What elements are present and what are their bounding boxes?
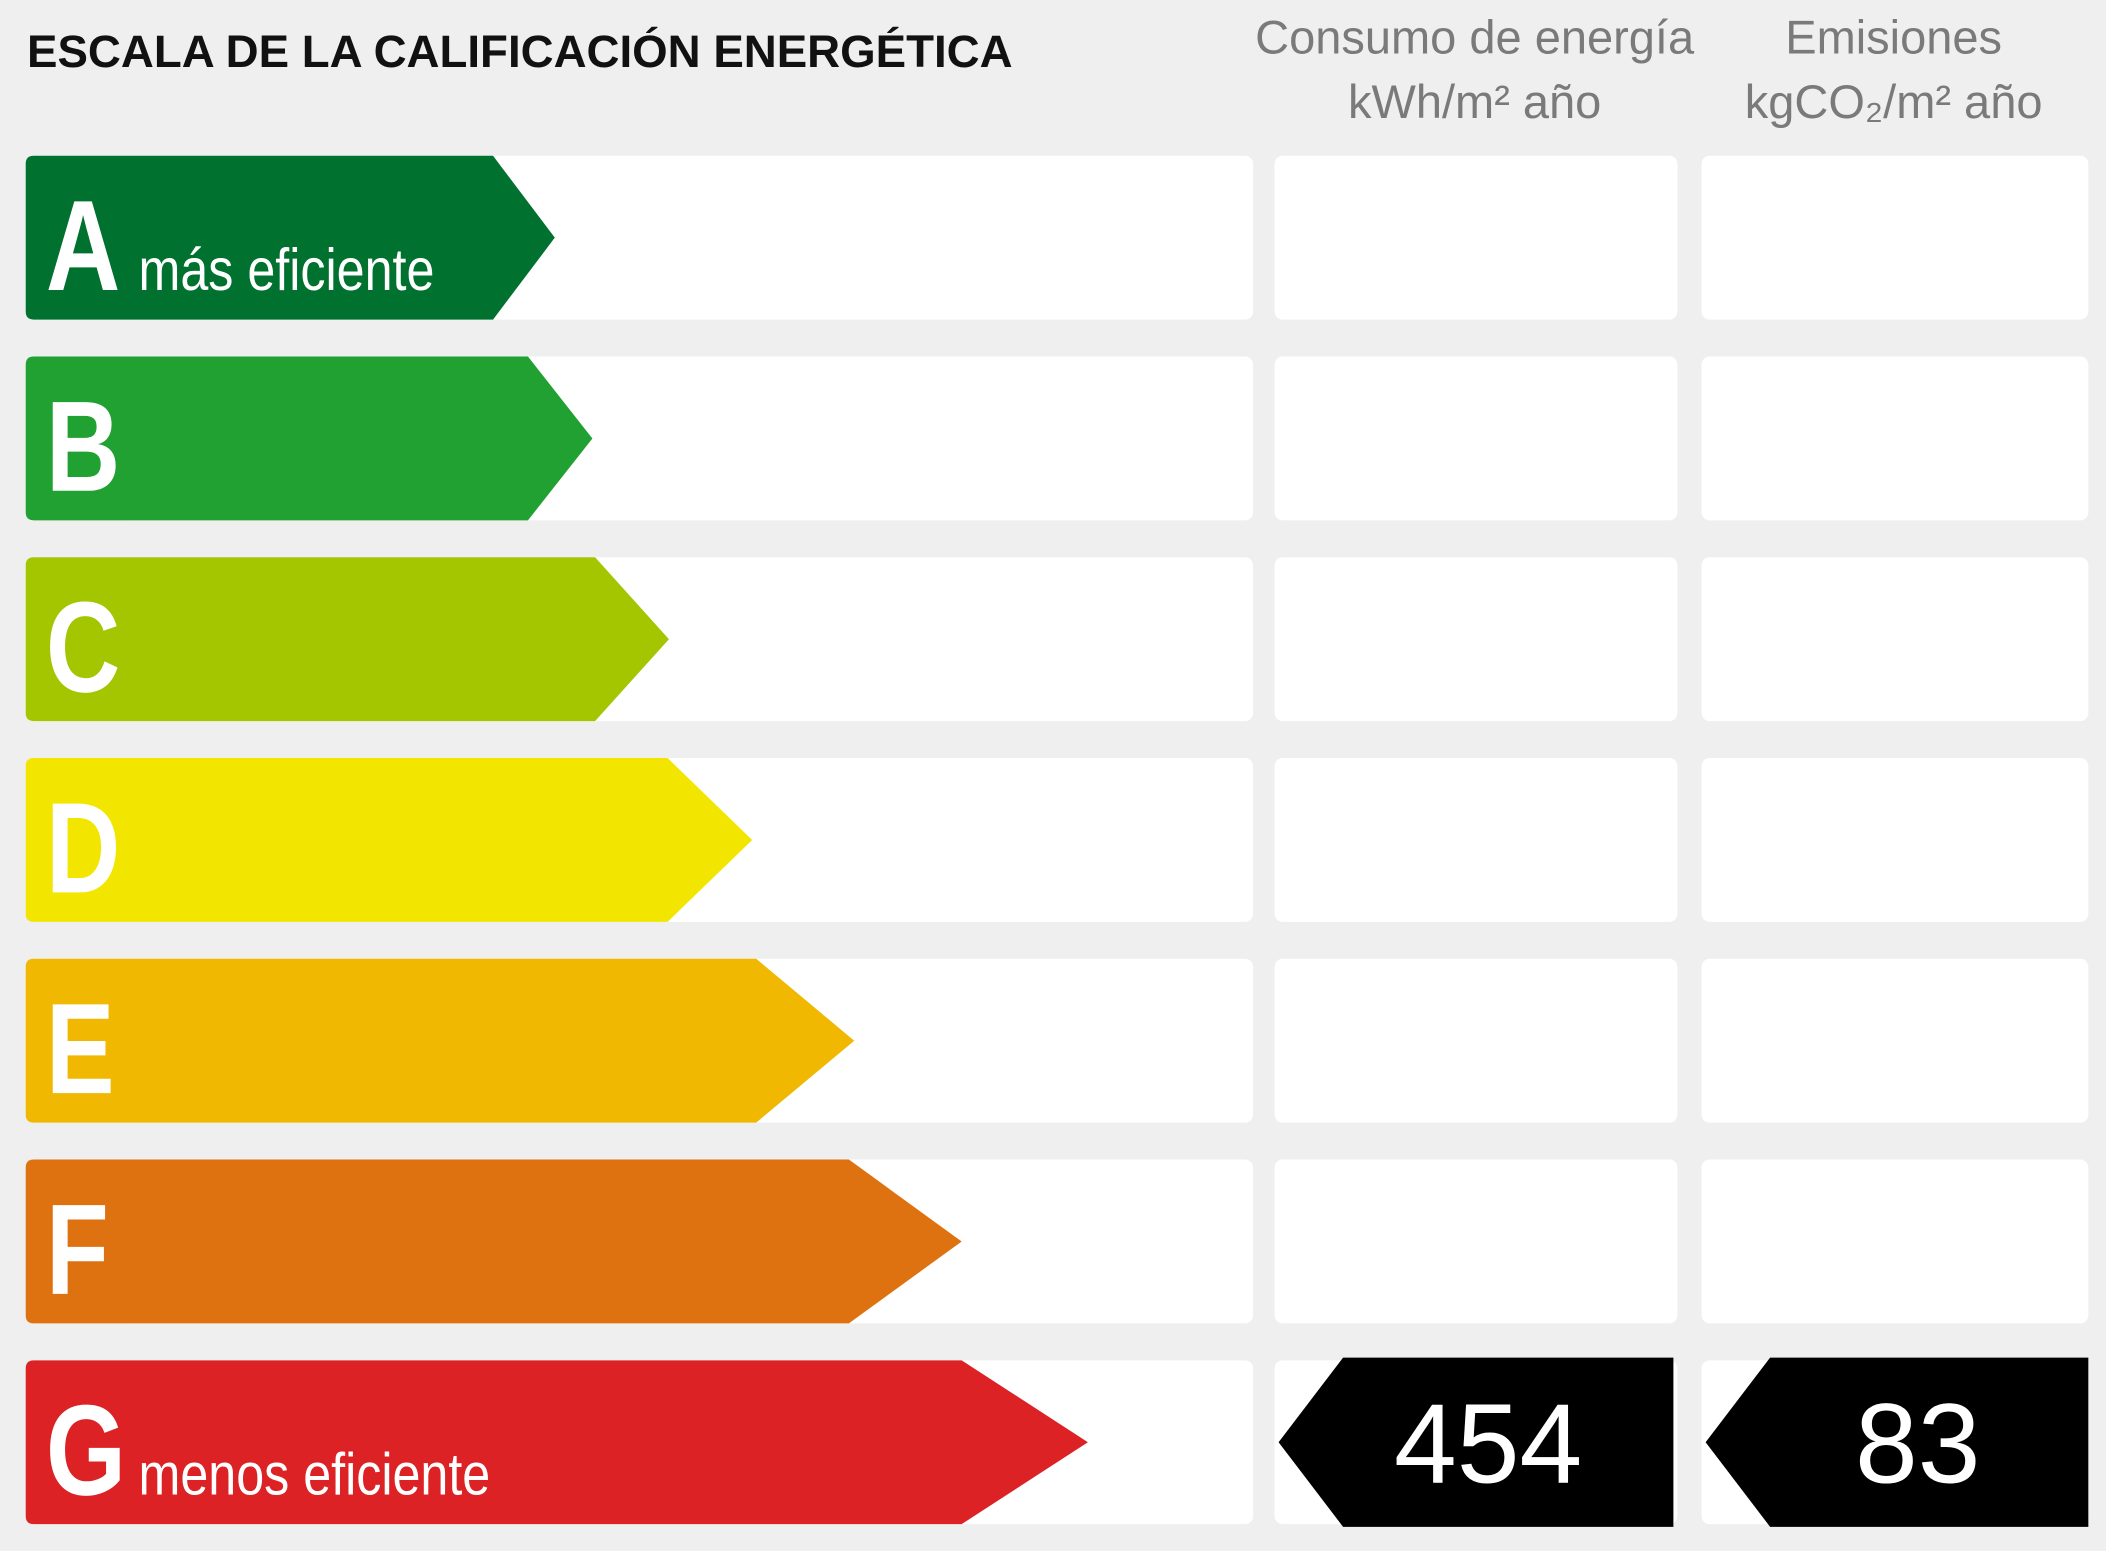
rating-arrow bbox=[25, 758, 753, 922]
value-label: 83 bbox=[1855, 1381, 1980, 1507]
column-title: Emisiones bbox=[1785, 11, 2002, 64]
title: ESCALA DE LA CALIFICACIÓN ENERGÉTICA bbox=[27, 25, 1013, 77]
rating-arrow bbox=[25, 1360, 1088, 1525]
cell bbox=[1701, 356, 2089, 521]
cell bbox=[1274, 1159, 1678, 1324]
rating-label: menos eficiente bbox=[139, 1441, 491, 1508]
rating-label: más eficiente bbox=[139, 236, 435, 303]
cell bbox=[1274, 155, 1678, 320]
rating-letter: C bbox=[46, 575, 120, 720]
cell bbox=[1274, 356, 1678, 521]
rating-letter: D bbox=[46, 775, 120, 920]
column-title: Consumo de energía bbox=[1255, 11, 1695, 64]
rating-letter: A bbox=[46, 173, 120, 318]
cell bbox=[1701, 1159, 2089, 1324]
cell bbox=[1701, 557, 2089, 722]
value-arrow bbox=[1705, 1357, 2089, 1527]
cell bbox=[1701, 155, 2089, 320]
cell bbox=[1701, 958, 2089, 1123]
value-label: 454 bbox=[1394, 1381, 1582, 1507]
rating-letter: G bbox=[46, 1378, 126, 1523]
column-unit: kWh/m² año bbox=[1348, 75, 1601, 128]
rating-arrow bbox=[25, 155, 555, 320]
rating-arrow bbox=[25, 557, 669, 722]
rating-arrow bbox=[25, 958, 855, 1123]
column-unit: kgCO₂/m² año bbox=[1745, 75, 2043, 128]
rating-letter: F bbox=[46, 1177, 109, 1322]
cell bbox=[1274, 557, 1678, 722]
rating-arrow bbox=[25, 1159, 962, 1324]
cell bbox=[1274, 758, 1678, 922]
cell bbox=[1701, 758, 2089, 922]
cell bbox=[1274, 958, 1678, 1123]
rating-letter: E bbox=[46, 976, 115, 1121]
rating-letter: B bbox=[46, 374, 120, 519]
rating-arrow bbox=[25, 356, 593, 521]
value-arrow bbox=[1278, 1357, 1674, 1527]
